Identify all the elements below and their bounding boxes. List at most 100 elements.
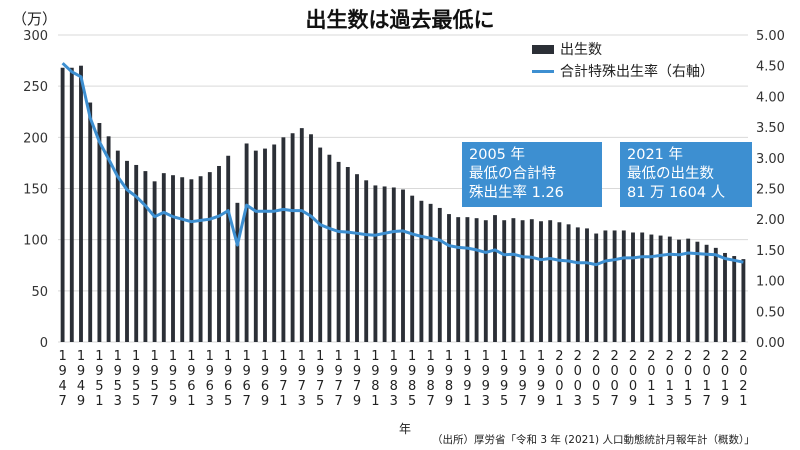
birth-bar	[60, 67, 65, 342]
birth-bar	[364, 180, 369, 342]
y2-tick-label: 1.00	[756, 275, 785, 290]
birth-bar	[198, 176, 203, 342]
birth-bar	[557, 222, 562, 342]
birth-bar	[391, 187, 396, 342]
y2-tick-label: 4.50	[756, 60, 785, 75]
y2-tick-label: 0.50	[756, 305, 785, 320]
birth-bar	[318, 147, 323, 342]
birth-bar	[309, 134, 313, 342]
birth-bar	[502, 220, 507, 342]
birth-bar	[723, 252, 727, 342]
y2-tick-label: 2.00	[756, 213, 785, 228]
birth-bar	[299, 128, 304, 342]
birth-bar	[419, 200, 424, 342]
birth-bar	[217, 165, 221, 342]
birth-bar	[428, 203, 433, 342]
birth-bar	[686, 238, 691, 342]
legend-item-births: 出生数	[532, 38, 714, 60]
birth-bar	[161, 173, 166, 342]
birth-bar	[134, 164, 139, 342]
birth-bar	[244, 143, 249, 342]
y-tick-label: 0	[40, 336, 48, 351]
birth-bar	[566, 224, 571, 342]
birth-bar	[594, 233, 599, 342]
birth-bar	[704, 244, 709, 342]
y-tick-label: 150	[23, 183, 48, 198]
birth-bar	[152, 181, 157, 342]
birth-bar	[640, 232, 645, 342]
y-tick-label: 300	[23, 29, 48, 44]
birth-bar	[631, 232, 635, 342]
birth-bar	[88, 102, 93, 342]
legend-line-swatch	[532, 69, 554, 73]
birth-bar	[79, 65, 83, 342]
birth-bar	[180, 177, 185, 342]
fertility-line	[61, 62, 744, 267]
birth-bar	[189, 179, 194, 342]
birth-bar	[345, 167, 350, 342]
y2-tick-label: 1.50	[756, 244, 785, 259]
y-tick-label: 250	[23, 80, 48, 95]
birth-bar	[603, 230, 608, 342]
birth-bar	[69, 67, 74, 342]
legend-item-fertility: 合計特殊出生率（右軸）	[532, 60, 714, 82]
birth-bar	[529, 219, 534, 342]
birth-bar	[713, 247, 718, 342]
y2-tick-label: 3.00	[756, 152, 785, 167]
birth-bar	[741, 259, 746, 342]
birth-bar	[483, 220, 488, 342]
birth-bar	[355, 174, 359, 342]
birth-bar	[253, 150, 258, 342]
birth-bar	[456, 217, 461, 342]
y-tick-label: 200	[23, 131, 48, 146]
birth-bar	[373, 185, 378, 342]
birth-bar	[410, 195, 415, 342]
legend-bar-swatch	[532, 44, 554, 54]
birth-bar	[437, 207, 442, 342]
y2-tick-label: 2.50	[756, 183, 785, 198]
birth-bar	[732, 256, 737, 342]
birth-bar	[465, 217, 470, 342]
birth-bar	[621, 230, 626, 342]
birth-bar	[493, 215, 497, 342]
birth-bar	[106, 136, 111, 342]
y-tick-label: 50	[31, 285, 48, 300]
birth-bar	[658, 235, 663, 342]
birth-bar	[382, 186, 387, 342]
left-axis-unit: （万）	[12, 10, 58, 28]
birth-bar	[474, 218, 479, 342]
birth-bar	[548, 220, 553, 342]
y2-tick-label: 0.00	[756, 336, 785, 351]
birth-bar	[539, 221, 543, 342]
birth-bar	[695, 241, 700, 342]
birth-bar	[336, 161, 341, 342]
chart-title: 出生数は過去最低に	[305, 8, 495, 32]
birth-bar	[575, 227, 580, 342]
